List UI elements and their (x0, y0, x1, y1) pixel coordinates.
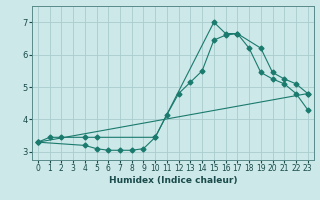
X-axis label: Humidex (Indice chaleur): Humidex (Indice chaleur) (108, 176, 237, 185)
